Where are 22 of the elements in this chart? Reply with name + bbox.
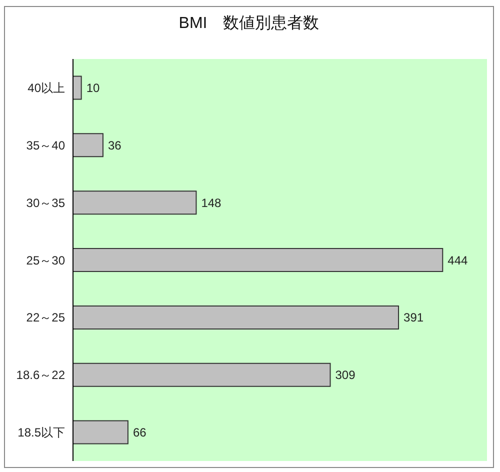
bar [73,248,444,272]
data-label: 36 [108,138,122,152]
bar [73,76,82,100]
y-tick-label: 35～40 [26,138,66,152]
data-label: 444 [448,253,468,268]
bar [73,420,128,444]
bar [73,305,400,330]
data-label: 66 [132,426,147,440]
y-tick-label: 18.6～22 [16,368,66,382]
data-label: 309 [335,368,356,382]
data-label: 148 [201,196,222,210]
data-label: 10 [86,80,100,95]
bar [73,133,104,158]
y-tick-label: 40以上 [28,80,65,95]
y-tick-label: 30～35 [26,196,66,210]
bar [73,362,331,387]
chart-title: BMI 数値別患者数 [178,14,320,34]
bar [73,190,197,215]
y-tick-label: 18.5以下 [18,426,65,440]
y-tick-label: 22～25 [26,310,66,325]
data-label: 391 [404,310,424,325]
y-tick-label: 25～30 [26,253,66,268]
